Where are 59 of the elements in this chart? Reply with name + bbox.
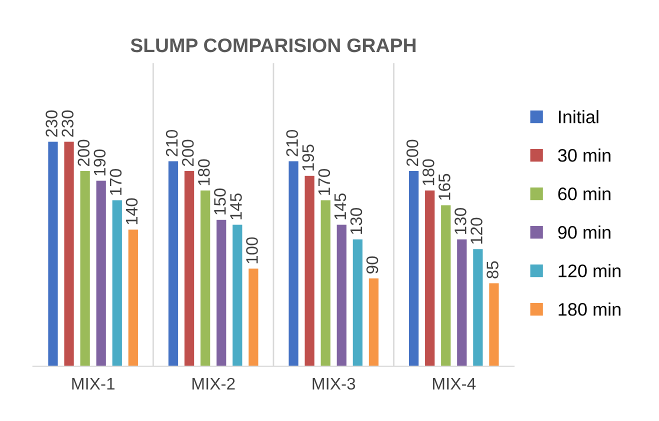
x-tick-label: MIX-3 <box>312 378 356 390</box>
data-label: 145 <box>230 193 242 220</box>
data-label: 165 <box>438 174 450 200</box>
bar <box>441 205 451 366</box>
data-label: 145 <box>334 193 346 220</box>
bar <box>288 161 298 366</box>
bar <box>200 190 210 366</box>
bar <box>48 142 58 366</box>
data-label: 230 <box>46 110 58 137</box>
data-label: 90 <box>366 256 378 274</box>
data-label: 200 <box>182 140 194 166</box>
legend-label: 120 min <box>558 264 620 278</box>
bar <box>408 171 419 366</box>
legend-label: 60 min <box>558 187 610 200</box>
data-label: 195 <box>302 144 314 170</box>
x-tick-label: MIX-2 <box>192 378 235 390</box>
bar <box>320 200 330 366</box>
data-label: 230 <box>62 110 74 137</box>
data-label: 190 <box>94 149 106 176</box>
legend-label: 30 min <box>558 148 610 162</box>
data-label: 180 <box>198 159 210 186</box>
data-label: 170 <box>318 168 330 195</box>
data-label: 170 <box>110 168 122 195</box>
data-label: 180 <box>422 159 434 186</box>
bar <box>168 161 178 366</box>
data-label: 130 <box>454 208 466 234</box>
data-label: 210 <box>286 130 298 156</box>
bar <box>80 171 90 366</box>
x-tick-label: MIX-1 <box>72 378 114 390</box>
data-label: 120 <box>470 218 482 244</box>
x-tick-label: MIX-4 <box>433 378 476 390</box>
bar <box>128 230 138 366</box>
legend-label: 90 min <box>558 226 610 239</box>
bar <box>368 278 379 366</box>
bar <box>184 171 194 366</box>
chart-title: SLUMP COMPARISION GRAPH <box>130 38 416 52</box>
bar <box>112 200 122 366</box>
bar <box>232 224 242 366</box>
data-label: 150 <box>214 188 226 214</box>
data-label: 200 <box>406 140 418 166</box>
bar <box>336 224 346 366</box>
data-label: 85 <box>486 261 498 278</box>
bar <box>473 249 483 366</box>
bar <box>248 268 258 366</box>
legend-label: 180 min <box>558 302 620 316</box>
data-label: 100 <box>246 237 258 264</box>
data-label: 200 <box>78 140 90 166</box>
bar <box>457 239 467 366</box>
legend-label: Initial <box>559 110 598 124</box>
bar <box>96 180 106 366</box>
bar <box>304 176 314 366</box>
data-label: 210 <box>166 130 178 156</box>
data-label: 130 <box>350 208 362 234</box>
bar <box>64 142 74 366</box>
data-label: 140 <box>126 198 138 224</box>
bar <box>352 239 362 366</box>
bar <box>425 190 435 366</box>
bar <box>216 220 226 366</box>
bar <box>489 283 499 366</box>
